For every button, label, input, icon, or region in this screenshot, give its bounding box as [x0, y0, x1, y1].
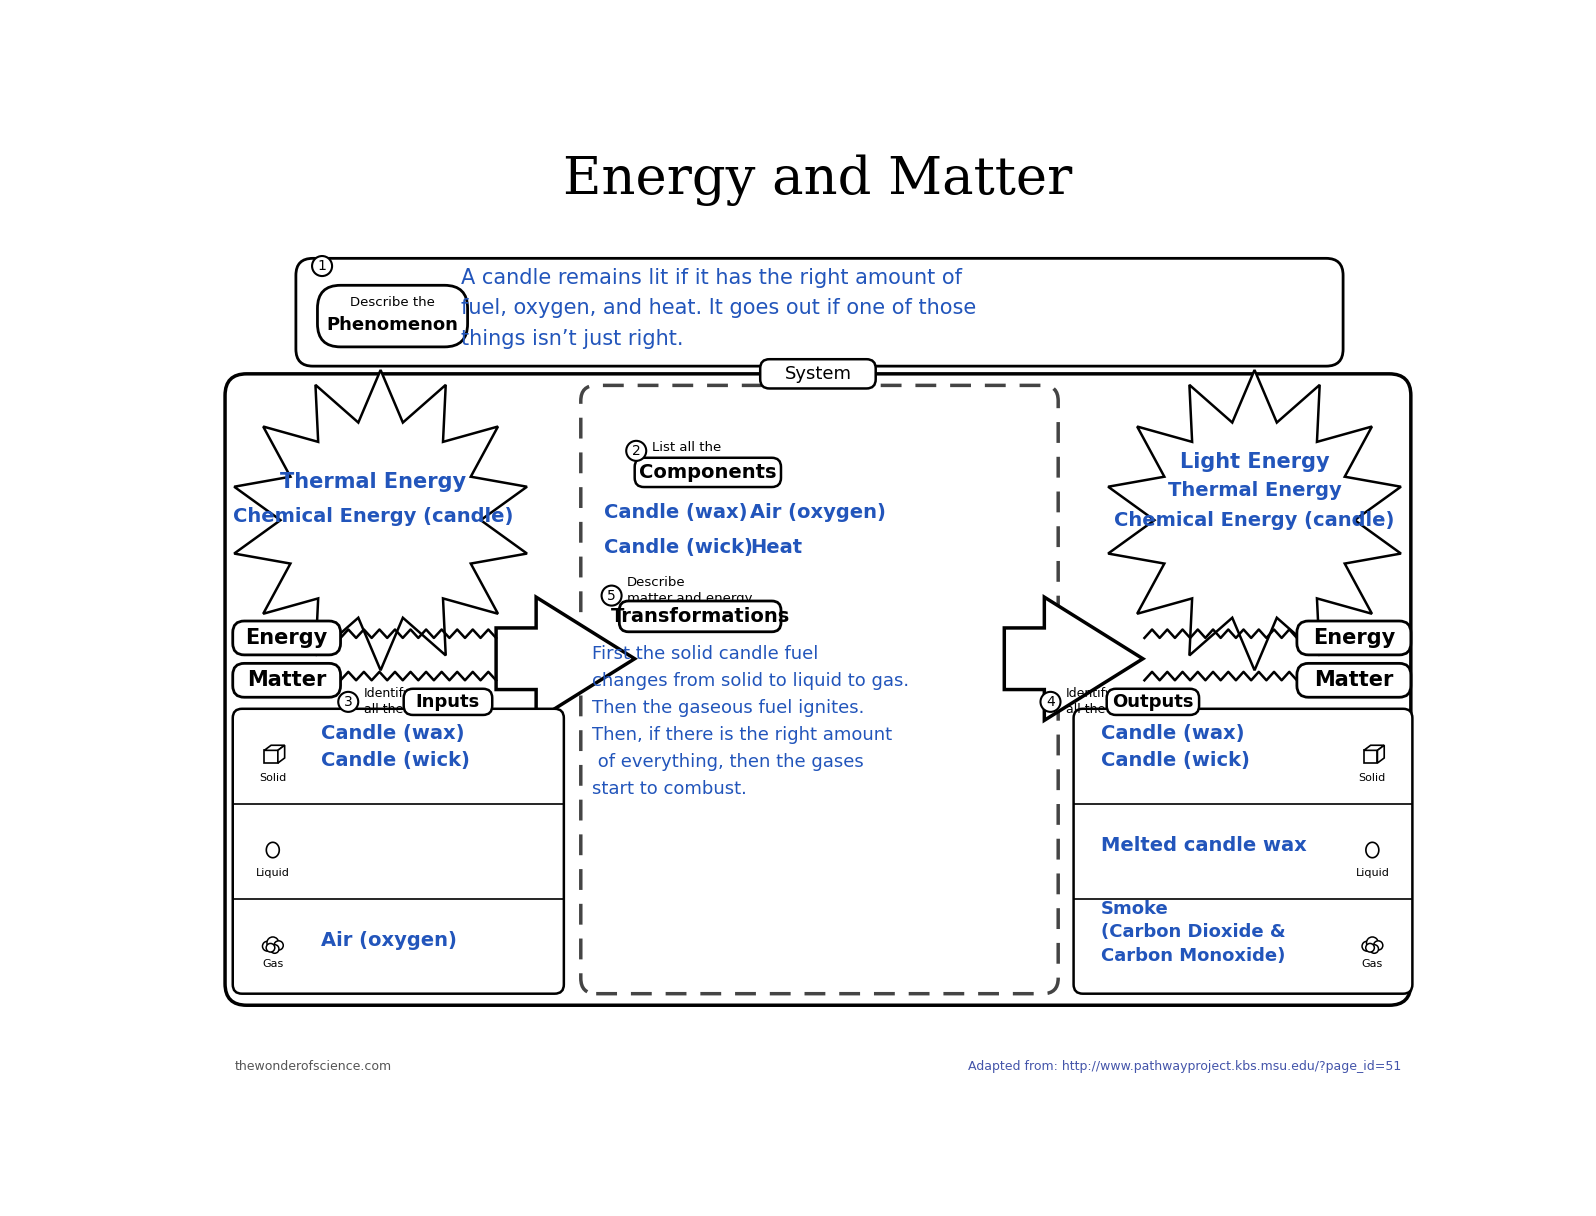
Text: Chemical Energy (candle): Chemical Energy (candle) [233, 507, 512, 525]
Text: Thermal Energy: Thermal Energy [279, 472, 466, 491]
Text: 1: 1 [318, 259, 327, 274]
Polygon shape [265, 750, 278, 764]
Text: Smoke
(Carbon Dioxide &
Carbon Monoxide): Smoke (Carbon Dioxide & Carbon Monoxide) [1101, 900, 1285, 966]
Text: First the solid candle fuel
changes from solid to liquid to gas.
Then the gaseou: First the solid candle fuel changes from… [592, 644, 910, 799]
Text: thewonderofscience.com: thewonderofscience.com [235, 1060, 391, 1073]
Text: System: System [785, 365, 851, 383]
Text: Inputs: Inputs [417, 693, 480, 711]
Text: Adapted from: http://www.pathwayproject.kbs.msu.edu/?page_id=51: Adapted from: http://www.pathwayproject.… [969, 1060, 1401, 1073]
FancyBboxPatch shape [225, 373, 1411, 1006]
Text: 4: 4 [1045, 694, 1055, 709]
Text: Air (oxygen): Air (oxygen) [321, 930, 456, 950]
Circle shape [1369, 945, 1379, 953]
Circle shape [262, 941, 273, 951]
Text: Identify
all the: Identify all the [364, 687, 410, 716]
FancyBboxPatch shape [233, 621, 340, 655]
Text: Matter: Matter [247, 670, 326, 691]
Text: List all the: List all the [651, 441, 721, 455]
Circle shape [1374, 941, 1382, 950]
FancyBboxPatch shape [1074, 709, 1412, 993]
Text: Gas: Gas [1361, 959, 1384, 969]
Text: 3: 3 [343, 694, 353, 709]
Text: Liquid: Liquid [1355, 868, 1389, 878]
Text: Solid: Solid [259, 773, 286, 783]
Polygon shape [1365, 750, 1377, 764]
Polygon shape [1365, 745, 1384, 750]
FancyBboxPatch shape [233, 664, 340, 697]
Text: Solid: Solid [1358, 773, 1385, 783]
Circle shape [1366, 944, 1374, 952]
FancyBboxPatch shape [581, 385, 1058, 993]
Polygon shape [265, 745, 284, 750]
Text: A candle remains lit if it has the right amount of
fuel, oxygen, and heat. It go: A candle remains lit if it has the right… [461, 268, 977, 349]
FancyBboxPatch shape [404, 688, 492, 715]
Text: Describe
matter and energy: Describe matter and energy [627, 576, 752, 606]
Circle shape [267, 944, 275, 952]
Text: Candle (wick): Candle (wick) [603, 537, 753, 557]
FancyBboxPatch shape [619, 601, 780, 632]
Text: Chemical Energy (candle): Chemical Energy (candle) [1114, 511, 1395, 530]
Text: Energy: Energy [246, 627, 327, 648]
Text: Melted candle wax: Melted candle wax [1101, 835, 1306, 855]
Text: Energy: Energy [1314, 627, 1395, 648]
Text: 5: 5 [606, 589, 616, 603]
Text: Light Energy: Light Energy [1179, 452, 1329, 472]
Text: Transformations: Transformations [611, 607, 790, 626]
Circle shape [270, 945, 279, 953]
Text: Candle (wax): Candle (wax) [603, 503, 747, 522]
Circle shape [1366, 938, 1379, 948]
FancyBboxPatch shape [233, 709, 563, 993]
Text: Phenomenon: Phenomenon [327, 316, 458, 334]
FancyBboxPatch shape [1106, 688, 1199, 715]
FancyBboxPatch shape [635, 457, 780, 488]
Polygon shape [267, 843, 279, 857]
Circle shape [1041, 692, 1060, 711]
Polygon shape [1004, 597, 1143, 720]
Text: 2: 2 [632, 444, 640, 458]
Text: Energy and Matter: Energy and Matter [563, 154, 1073, 207]
Polygon shape [1377, 745, 1384, 764]
Polygon shape [278, 745, 284, 764]
Circle shape [626, 441, 646, 461]
Text: Liquid: Liquid [255, 868, 290, 878]
FancyBboxPatch shape [1298, 664, 1411, 697]
FancyBboxPatch shape [1298, 621, 1411, 655]
Text: Candle (wax)
Candle (wick): Candle (wax) Candle (wick) [1101, 725, 1250, 770]
Circle shape [338, 692, 358, 711]
Text: Gas: Gas [262, 959, 284, 969]
Circle shape [267, 938, 279, 948]
FancyBboxPatch shape [760, 359, 876, 388]
Polygon shape [1108, 370, 1401, 670]
Text: Air (oxygen): Air (oxygen) [750, 503, 886, 522]
Circle shape [602, 586, 621, 606]
Polygon shape [235, 370, 527, 670]
Text: Identify
all the: Identify all the [1066, 687, 1112, 716]
Text: Outputs: Outputs [1112, 693, 1194, 711]
Text: Thermal Energy: Thermal Energy [1168, 482, 1341, 500]
Circle shape [1361, 941, 1373, 951]
Text: Heat: Heat [750, 537, 803, 557]
Circle shape [275, 941, 282, 950]
Text: Describe the: Describe the [350, 295, 436, 309]
Polygon shape [496, 597, 635, 720]
FancyBboxPatch shape [295, 258, 1344, 366]
Polygon shape [1366, 843, 1379, 857]
Text: Candle (wax)
Candle (wick): Candle (wax) Candle (wick) [321, 725, 471, 770]
Circle shape [313, 257, 332, 276]
FancyBboxPatch shape [318, 286, 468, 347]
Text: Components: Components [638, 463, 777, 482]
Text: Matter: Matter [1314, 670, 1393, 691]
